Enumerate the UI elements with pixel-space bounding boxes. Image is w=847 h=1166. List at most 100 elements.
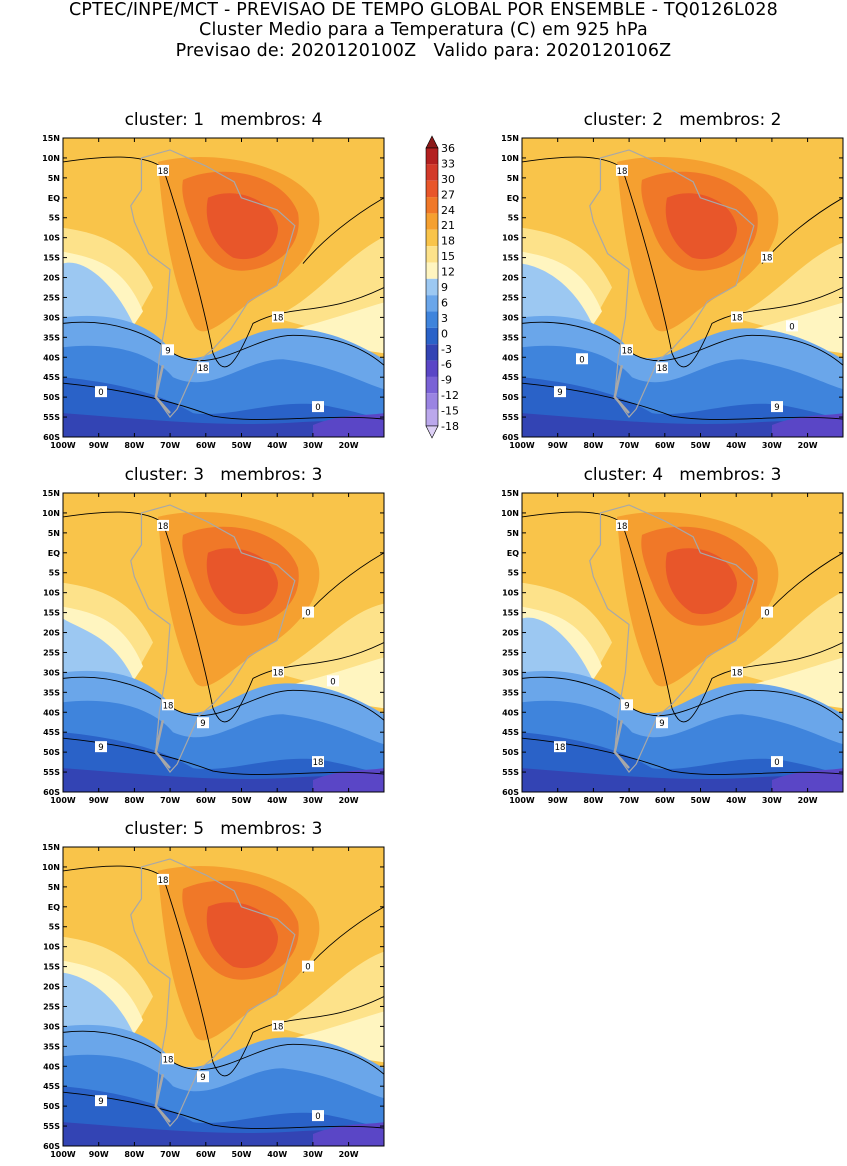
- colorbar-level-label: 36: [441, 142, 455, 155]
- temperature-band: [313, 1122, 384, 1146]
- lat-label: EQ: [48, 194, 60, 203]
- lon-label: 30W: [303, 441, 323, 450]
- colorbar-level-label: -9: [441, 374, 452, 387]
- contour-label-box: [576, 353, 588, 365]
- panel-title: cluster: 4 membros: 3: [583, 465, 782, 485]
- contour-label: 0: [330, 677, 335, 687]
- contour-label: 9: [774, 403, 779, 413]
- panel-title: cluster: 3 membros: 3: [124, 465, 323, 485]
- contour-label: 0: [305, 609, 310, 619]
- lat-label: 10S: [43, 589, 60, 598]
- lon-label: 70W: [619, 796, 639, 805]
- map-frame: [62, 137, 385, 438]
- main-title: CPTEC/INPE/MCT - PREVISAO DE TEMPO GLOBA…: [68, 0, 779, 20]
- contour-label: 9: [165, 346, 170, 356]
- colorbar-swatch: [426, 311, 438, 328]
- contour-label: 18: [657, 364, 668, 374]
- colorbar-level-label: 21: [441, 219, 455, 232]
- lon-label: 20W: [339, 796, 359, 805]
- lat-label: 60S: [502, 788, 519, 797]
- lat-label: 35S: [43, 688, 60, 697]
- lon-label: 50W: [691, 796, 711, 805]
- contour-label: 18: [762, 254, 773, 264]
- lat-label: 35S: [502, 333, 519, 342]
- lon-label: 100W: [50, 1150, 76, 1159]
- lon-label: 80W: [124, 796, 144, 805]
- contour-label-box: [162, 1053, 174, 1065]
- lat-label: EQ: [507, 549, 519, 558]
- lon-label: 20W: [339, 1150, 359, 1159]
- colorbar-swatch: [426, 376, 438, 394]
- map-frame: [521, 137, 844, 438]
- lat-label: 45S: [43, 373, 60, 382]
- temperature-band: [206, 548, 278, 615]
- contour-line: [63, 321, 384, 366]
- lon-label: 70W: [619, 441, 639, 450]
- lon-label: 70W: [160, 441, 180, 450]
- colorbar-swatch: [426, 262, 438, 279]
- contour-line: [522, 676, 843, 721]
- map-panel-cluster-1: cluster: 1 membros: 4 15N 10N 5N EQ 5S 10S 15S 2…: [23, 110, 404, 457]
- lon-label: 100W: [509, 796, 535, 805]
- contour-label-box: [197, 717, 209, 729]
- lat-label: 55S: [43, 768, 60, 777]
- lat-label: 20S: [43, 629, 60, 638]
- contour-label: 0: [315, 403, 320, 413]
- lat-label: 30S: [43, 313, 60, 322]
- map-panel-cluster-5: cluster: 5 membros: 3 15N 10N 5N EQ 5S 10S 15S 2…: [23, 819, 404, 1166]
- lat-label: 15S: [43, 254, 60, 263]
- lat-label: 55S: [502, 768, 519, 777]
- lon-label: 30W: [303, 796, 323, 805]
- lon-label: 100W: [509, 441, 535, 450]
- contour-label: 0: [764, 609, 769, 619]
- contour-label-box: [312, 756, 324, 768]
- contour-label-box: [312, 401, 324, 413]
- contour-label-box: [272, 666, 284, 678]
- contour-line: [63, 1030, 384, 1075]
- contour-label-box: [327, 675, 339, 687]
- lon-label: 20W: [339, 441, 359, 450]
- contour-line: [522, 382, 843, 420]
- contour-label: 0: [305, 963, 310, 973]
- contour-label: 18: [158, 522, 169, 532]
- contour-label: 18: [163, 701, 174, 711]
- contour-label-box: [95, 741, 107, 753]
- map-plot: 15N 10N 5N EQ 5S 10S 15S 20S 25S 30S 35S 40S 45S 50S 5…: [42, 489, 385, 805]
- colorbar-swatch: [426, 229, 438, 247]
- temperature-band: [665, 548, 737, 615]
- lat-label: 55S: [43, 1122, 60, 1131]
- contour-label-box: [312, 1110, 324, 1122]
- lat-label: 50S: [43, 748, 60, 757]
- temperature-band: [263, 302, 384, 354]
- colorbar-level-label: 18: [441, 235, 455, 248]
- colorbar-swatch: [426, 180, 438, 198]
- coastline: [130, 149, 296, 419]
- contour-label-box: [197, 362, 209, 374]
- colorbar-level-label: 27: [441, 188, 455, 201]
- lat-label: 10N: [42, 863, 60, 872]
- lat-label: 5N: [48, 529, 60, 538]
- temperature-band: [313, 768, 384, 792]
- patagonia-coast: [154, 719, 171, 769]
- temperature-band: [206, 193, 278, 260]
- contour-line: [63, 382, 384, 420]
- lat-label: 45S: [43, 1082, 60, 1091]
- lat-label: 20S: [502, 274, 519, 283]
- contour-line: [63, 676, 384, 721]
- colorbar-level-label: 12: [441, 266, 455, 279]
- colorbar-bottom-arrow: [425, 425, 439, 439]
- lon-label: 60W: [196, 796, 216, 805]
- map-frame: [62, 492, 385, 793]
- contour-label-box: [554, 386, 566, 398]
- panel-title: cluster: 5 membros: 3: [124, 819, 323, 839]
- temperature-field: [63, 847, 384, 1146]
- lat-label: 15S: [502, 254, 519, 263]
- lat-label: 40S: [43, 708, 60, 717]
- lat-label: 5S: [508, 569, 520, 578]
- colorbar-level-label: -6: [441, 358, 452, 371]
- colorbar-level-label: 3: [441, 312, 448, 325]
- lat-label: 5S: [49, 923, 61, 932]
- lon-label: 70W: [160, 1150, 180, 1159]
- lat-label: 45S: [502, 728, 519, 737]
